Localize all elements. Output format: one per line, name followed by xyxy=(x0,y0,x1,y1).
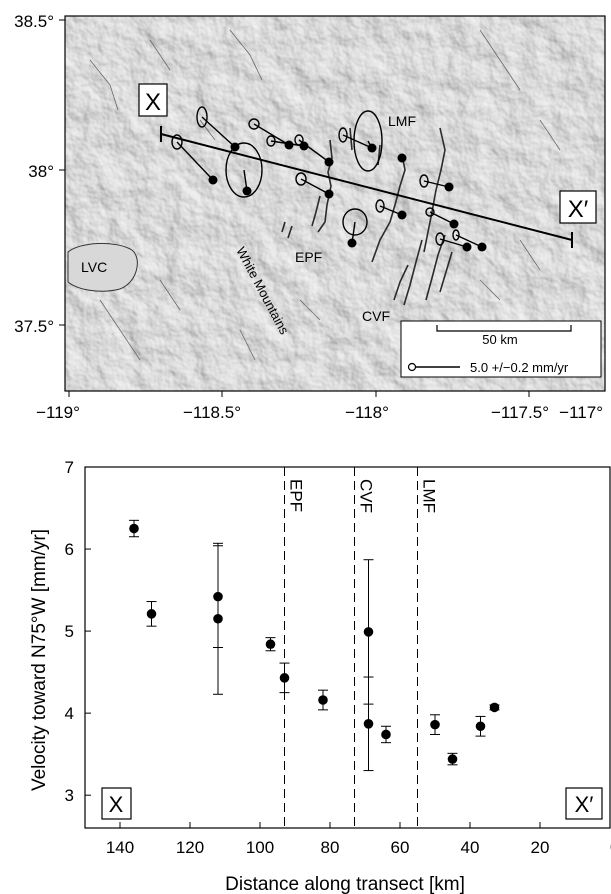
region-label-epf: EPF xyxy=(295,249,322,265)
corner-box-right xyxy=(565,787,603,820)
map-lon-tick-5: −117° xyxy=(559,403,603,422)
x-tick-label-120: 120 xyxy=(176,838,204,857)
fault-label-lmf: LMF xyxy=(420,479,439,513)
y-tick-label-6: 6 xyxy=(65,540,74,559)
y-tick-label-5: 5 xyxy=(65,622,74,641)
data-point-4 xyxy=(265,639,276,650)
data-point-5 xyxy=(279,673,290,683)
y-axis-label: Velocity toward N75°W [mm/yr] xyxy=(29,529,50,791)
chart-frame xyxy=(84,466,611,829)
legend-vector-label: 5.0 +/−0.2 mm/yr xyxy=(470,360,569,375)
map-lon-tick-3: −118° xyxy=(345,403,389,422)
minor-faults xyxy=(89,29,561,361)
x-tick-label-100: 100 xyxy=(246,838,274,857)
y-tick-label-3: 3 xyxy=(65,786,74,805)
legend-vector-ellipse xyxy=(407,362,417,372)
data-point-11 xyxy=(447,754,458,764)
transect-end-label: X′ xyxy=(568,196,589,223)
transect-line xyxy=(160,133,573,241)
data-point-0 xyxy=(129,523,139,534)
region-label-lmf: LMF xyxy=(388,113,416,129)
map-frame xyxy=(64,15,606,392)
map-legend: 50 km 5.0 +/−0.2 mm/yr xyxy=(400,320,602,378)
map-lat-tick-3: 37.5° xyxy=(14,317,54,336)
error-bars xyxy=(129,519,500,772)
map-lat-tick-2: 38° xyxy=(28,162,54,181)
fault-lines: EPF CVF LMF xyxy=(284,467,439,828)
map-lon-tick-2: −118.5° xyxy=(183,403,241,422)
data-points xyxy=(129,523,500,764)
data-point-8 xyxy=(363,719,374,729)
fault-label-epf: EPF xyxy=(287,479,306,512)
gps-stations xyxy=(208,140,487,252)
transect-end-box xyxy=(559,190,597,224)
x-tick-label-40: 40 xyxy=(461,838,480,857)
data-point-7 xyxy=(363,627,374,637)
lvc-caldera-outline xyxy=(67,242,138,292)
data-point-13 xyxy=(489,702,500,713)
data-point-2 xyxy=(213,591,223,602)
corner-label-right: X′ xyxy=(575,792,594,817)
data-point-3 xyxy=(213,613,223,624)
transect-start-box xyxy=(138,83,168,117)
x-axis-ticks: 140120100806040200 xyxy=(106,822,611,857)
x-axis-label: Distance along transect [km] xyxy=(225,874,465,894)
corner-label-left: X xyxy=(109,792,124,817)
map-panel: X X′ LMF EPF CVF LVC White Mountains 50 … xyxy=(14,12,606,422)
data-point-10 xyxy=(430,719,440,730)
fault-label-cvf: CVF xyxy=(357,479,376,513)
y-axis-ticks: 3 4 5 6 7 xyxy=(65,458,91,805)
region-label-cvf: CVF xyxy=(362,308,390,324)
x-tick-label-80: 80 xyxy=(321,838,340,857)
x-tick-label-140: 140 xyxy=(106,838,134,857)
region-label-lvc: LVC xyxy=(81,259,107,275)
scale-bar-label: 50 km xyxy=(482,332,517,347)
gps-vectors xyxy=(171,106,483,248)
map-lat-tick-1: 38.5° xyxy=(14,12,54,31)
y-tick-label-7: 7 xyxy=(65,458,74,477)
y-tick-label-4: 4 xyxy=(65,704,74,723)
transect-start-label: X xyxy=(145,89,161,116)
x-tick-label-60: 60 xyxy=(391,838,410,857)
data-point-9 xyxy=(381,729,391,740)
data-point-1 xyxy=(146,609,157,619)
map-lon-tick-4: −117.5° xyxy=(491,403,549,422)
scale-bar xyxy=(436,325,572,332)
data-point-12 xyxy=(475,721,486,732)
corner-box-left xyxy=(101,787,132,820)
x-tick-label-20: 20 xyxy=(531,838,550,857)
map-lon-tick-1: −119° xyxy=(36,403,80,422)
data-point-6 xyxy=(318,695,328,705)
